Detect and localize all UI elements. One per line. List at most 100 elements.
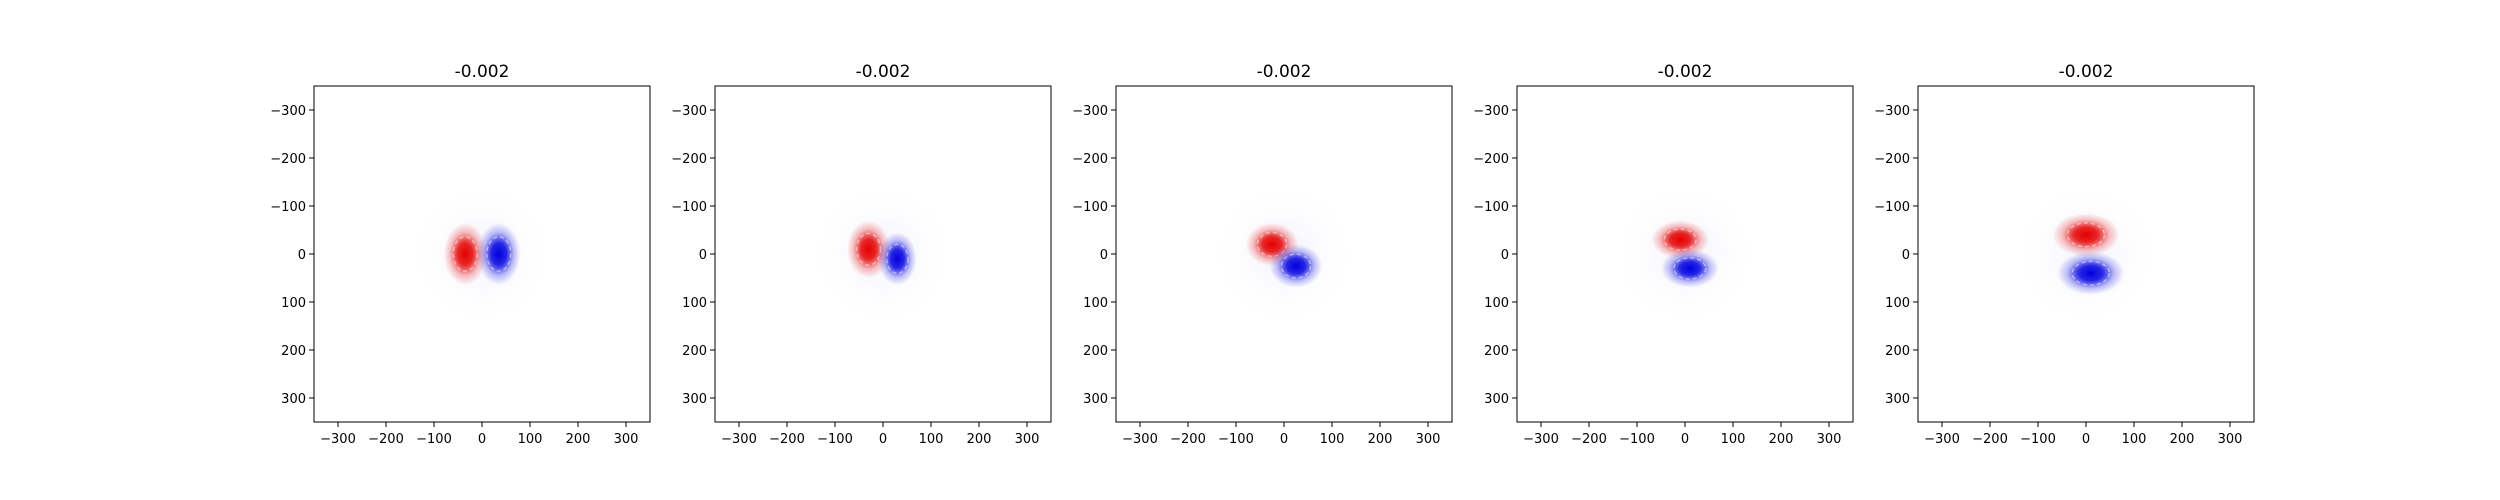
y-tick-label: −200 bbox=[671, 152, 707, 167]
heatmap-panel-1: -0.002 −300 −200 −100 0 100 200 300 −300 −200 −100… bbox=[270, 62, 651, 447]
y-tick-label: 100 bbox=[1885, 296, 1910, 311]
y-tick-label: 200 bbox=[281, 344, 306, 359]
x-tick-label: 200 bbox=[1368, 432, 1393, 447]
x-tick-label: 0 bbox=[1681, 432, 1689, 447]
negative-lobe-ring bbox=[1280, 253, 1312, 279]
heatmap-panel-3: -0.002 −300 −200 −100 0 100 200 300 −300 −200 −100… bbox=[1072, 62, 1453, 447]
x-tick-label: 300 bbox=[1015, 432, 1040, 447]
x-tick-label: −100 bbox=[2020, 432, 2056, 447]
y-tick-label: 0 bbox=[1902, 248, 1910, 263]
x-tick-label: 100 bbox=[1320, 432, 1345, 447]
negative-lobe bbox=[2057, 251, 2125, 295]
y-tick-label: 200 bbox=[1083, 344, 1108, 359]
x-tick-label: 100 bbox=[2122, 432, 2147, 447]
negative-lobe bbox=[1661, 249, 1719, 288]
x-tick-label: −200 bbox=[1972, 432, 2008, 447]
y-tick-label: −100 bbox=[1072, 200, 1108, 215]
x-tick-label: 200 bbox=[1769, 432, 1794, 447]
y-tick-label: 100 bbox=[281, 296, 306, 311]
negative-lobe bbox=[878, 232, 917, 286]
y-tick-label: −200 bbox=[270, 152, 306, 167]
y-tick-label: 0 bbox=[1501, 248, 1509, 263]
positive-lobe-ring bbox=[1256, 231, 1288, 258]
x-tick-label: 0 bbox=[879, 432, 887, 447]
y-tick-label: −100 bbox=[1874, 200, 1910, 215]
x-tick-label: −100 bbox=[1619, 432, 1655, 447]
y-tick-label: 100 bbox=[1083, 296, 1108, 311]
y-tick-label: 100 bbox=[1484, 296, 1509, 311]
heatmap-panel-2: -0.002 −300 −200 −100 0 100 200 300 −300 −200 −100… bbox=[671, 62, 1052, 447]
y-tick-label: −100 bbox=[270, 200, 306, 215]
heatmap-image bbox=[408, 180, 556, 328]
y-tick-label: 0 bbox=[298, 248, 306, 263]
y-tick-label: 200 bbox=[1885, 344, 1910, 359]
y-tick-label: 0 bbox=[1100, 248, 1108, 263]
negative-lobe-ring bbox=[886, 243, 909, 275]
x-tick-label: −200 bbox=[1170, 432, 1206, 447]
x-tick-label: 0 bbox=[478, 432, 486, 447]
x-tick-label: 300 bbox=[2218, 432, 2243, 447]
y-tick-label: 100 bbox=[682, 296, 707, 311]
y-tick-label: −100 bbox=[1473, 200, 1509, 215]
x-tick-label: −300 bbox=[320, 432, 356, 447]
negative-lobe bbox=[477, 222, 521, 286]
y-tick-label: −200 bbox=[1473, 152, 1509, 167]
y-tick-label: −300 bbox=[1874, 104, 1910, 119]
positive-lobe bbox=[1651, 220, 1709, 259]
x-tick-label: −200 bbox=[769, 432, 805, 447]
y-tick-label: 300 bbox=[1885, 392, 1910, 407]
x-tick-label: −100 bbox=[817, 432, 853, 447]
y-tick-label: 300 bbox=[1484, 392, 1509, 407]
x-tick-label: −300 bbox=[1122, 432, 1158, 447]
chart-title: -0.002 bbox=[1658, 62, 1713, 82]
chart-title: -0.002 bbox=[856, 62, 911, 82]
x-tick-label: 300 bbox=[1817, 432, 1842, 447]
negative-lobe-ring bbox=[1673, 257, 1707, 280]
x-tick-label: 300 bbox=[1416, 432, 1441, 447]
x-tick-label: −200 bbox=[368, 432, 404, 447]
chart-title: -0.002 bbox=[455, 62, 510, 82]
x-tick-label: 100 bbox=[518, 432, 543, 447]
y-tick-label: 200 bbox=[682, 344, 707, 359]
y-tick-label: −300 bbox=[270, 104, 306, 119]
heatmap-image bbox=[1210, 180, 1358, 328]
negative-lobe-ring bbox=[2071, 260, 2111, 286]
x-tick-label: 200 bbox=[566, 432, 591, 447]
x-tick-label: 100 bbox=[919, 432, 944, 447]
positive-lobe bbox=[443, 222, 487, 286]
x-tick-label: 0 bbox=[1280, 432, 1288, 447]
x-tick-label: −100 bbox=[1218, 432, 1254, 447]
x-tick-label: 300 bbox=[614, 432, 639, 447]
heatmap-panel-5: -0.002 −300 −200 −100 0 100 200 300 −300 −200 −100… bbox=[1874, 62, 2255, 447]
x-tick-label: −300 bbox=[1924, 432, 1960, 447]
x-tick-label: 200 bbox=[967, 432, 992, 447]
positive-lobe-ring bbox=[2066, 222, 2106, 248]
y-tick-label: 0 bbox=[699, 248, 707, 263]
negative-lobe bbox=[1269, 244, 1323, 288]
y-tick-label: 300 bbox=[281, 392, 306, 407]
chart-title: -0.002 bbox=[2059, 62, 2114, 82]
heatmap-image bbox=[1611, 180, 1759, 328]
heatmap-image bbox=[2012, 180, 2160, 328]
y-tick-label: −200 bbox=[1874, 152, 1910, 167]
y-tick-label: −100 bbox=[671, 200, 707, 215]
y-tick-label: 300 bbox=[1083, 392, 1108, 407]
y-tick-label: 200 bbox=[1484, 344, 1509, 359]
x-tick-label: −300 bbox=[1523, 432, 1559, 447]
heatmap-panel-4: -0.002 −300 −200 −100 0 100 200 300 −300 −200 −100… bbox=[1473, 62, 1854, 447]
x-tick-label: 0 bbox=[2082, 432, 2090, 447]
y-tick-label: −200 bbox=[1072, 152, 1108, 167]
heatmap-image bbox=[809, 180, 957, 328]
positive-lobe-ring bbox=[452, 236, 478, 272]
negative-lobe-ring bbox=[486, 236, 512, 272]
y-tick-label: 300 bbox=[682, 392, 707, 407]
positive-lobe bbox=[2052, 213, 2120, 257]
x-tick-label: −100 bbox=[416, 432, 452, 447]
y-tick-label: −300 bbox=[1072, 104, 1108, 119]
y-tick-label: −300 bbox=[1473, 104, 1509, 119]
chart-title: -0.002 bbox=[1257, 62, 1312, 82]
x-tick-label: −300 bbox=[721, 432, 757, 447]
x-tick-label: 100 bbox=[1721, 432, 1746, 447]
y-tick-label: −300 bbox=[671, 104, 707, 119]
